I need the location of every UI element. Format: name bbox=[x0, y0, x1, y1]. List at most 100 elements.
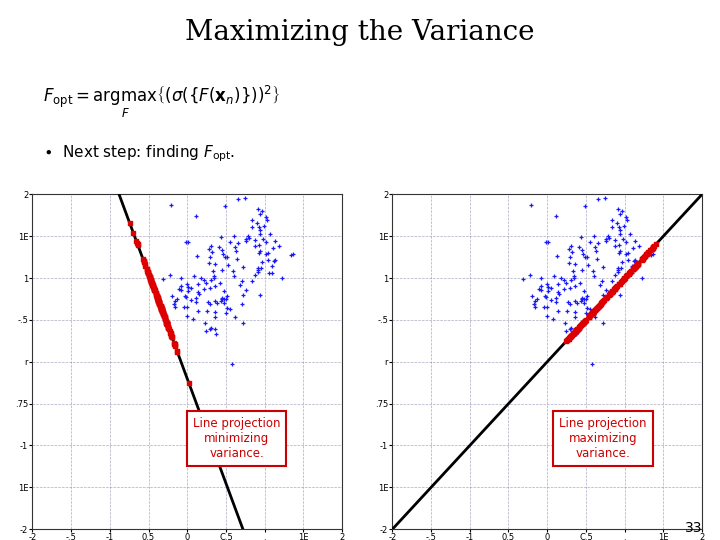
Point bbox=[562, 298, 574, 307]
Point bbox=[181, 293, 192, 302]
Point bbox=[611, 282, 623, 291]
Point bbox=[649, 242, 660, 251]
Point bbox=[237, 291, 248, 299]
Point bbox=[567, 330, 578, 339]
Point bbox=[156, 304, 167, 313]
Point bbox=[618, 221, 630, 230]
Point bbox=[274, 242, 285, 251]
Point bbox=[161, 319, 172, 327]
Point bbox=[217, 266, 228, 274]
Point bbox=[156, 305, 168, 314]
Point bbox=[124, 219, 135, 227]
Point bbox=[588, 271, 600, 280]
Point bbox=[606, 288, 618, 296]
Point bbox=[160, 315, 171, 323]
Point bbox=[143, 271, 155, 279]
Point bbox=[564, 334, 575, 342]
Point bbox=[168, 300, 180, 308]
Point bbox=[541, 311, 553, 320]
Point bbox=[600, 237, 612, 245]
Point bbox=[166, 330, 177, 339]
Point bbox=[579, 253, 590, 261]
Point bbox=[156, 307, 168, 315]
Point bbox=[569, 282, 580, 291]
Point bbox=[159, 314, 171, 322]
Point bbox=[138, 256, 149, 265]
Point bbox=[161, 318, 172, 327]
Point bbox=[587, 267, 598, 276]
Point bbox=[636, 255, 648, 264]
Point bbox=[570, 327, 582, 335]
Point bbox=[232, 195, 243, 204]
Point bbox=[209, 259, 220, 268]
Point bbox=[613, 268, 624, 276]
Point bbox=[219, 253, 230, 261]
Point bbox=[239, 194, 251, 202]
Point bbox=[204, 325, 215, 334]
Point bbox=[599, 194, 611, 202]
Point bbox=[541, 293, 552, 302]
Point bbox=[187, 314, 199, 323]
Point bbox=[144, 273, 156, 282]
Point bbox=[153, 299, 165, 308]
Point bbox=[147, 280, 158, 288]
Point bbox=[258, 221, 270, 230]
Point bbox=[618, 274, 630, 283]
Point bbox=[624, 268, 636, 276]
Point bbox=[577, 318, 589, 327]
Point bbox=[592, 239, 603, 247]
Point bbox=[142, 267, 153, 276]
Point bbox=[220, 202, 231, 211]
Point bbox=[613, 280, 625, 288]
Point bbox=[255, 247, 266, 255]
Point bbox=[237, 182, 248, 191]
Point bbox=[610, 235, 621, 244]
Point bbox=[645, 251, 657, 259]
Point bbox=[217, 250, 228, 259]
Point bbox=[568, 272, 580, 280]
Point bbox=[181, 283, 193, 292]
Point bbox=[155, 303, 166, 312]
Point bbox=[168, 339, 180, 348]
Point bbox=[622, 255, 634, 264]
Point bbox=[175, 273, 186, 282]
Point bbox=[237, 300, 248, 308]
Point bbox=[632, 259, 644, 268]
Point bbox=[613, 280, 625, 288]
Point bbox=[157, 308, 168, 317]
Point bbox=[624, 269, 635, 278]
Point bbox=[579, 317, 590, 326]
Point bbox=[252, 265, 264, 274]
Point bbox=[156, 306, 168, 314]
Point bbox=[533, 285, 544, 294]
Point bbox=[165, 329, 176, 338]
Point bbox=[609, 285, 621, 293]
Point bbox=[175, 286, 186, 295]
Point bbox=[615, 247, 626, 255]
Point bbox=[569, 307, 580, 316]
Point bbox=[151, 293, 163, 302]
Point bbox=[593, 302, 604, 311]
Point bbox=[598, 262, 609, 271]
Point bbox=[552, 279, 564, 288]
Point bbox=[171, 294, 183, 303]
Point bbox=[629, 262, 641, 271]
Point bbox=[194, 289, 205, 298]
Point bbox=[576, 320, 588, 329]
Point bbox=[225, 238, 236, 247]
Point bbox=[257, 234, 269, 243]
Point bbox=[220, 294, 232, 303]
Point bbox=[156, 307, 168, 315]
Point bbox=[643, 248, 654, 256]
Point bbox=[628, 244, 639, 253]
Point bbox=[150, 291, 162, 300]
Point bbox=[198, 285, 210, 293]
Point bbox=[148, 283, 159, 292]
Point bbox=[564, 299, 576, 308]
Point bbox=[165, 328, 176, 337]
Point bbox=[597, 298, 608, 307]
Point bbox=[610, 284, 621, 292]
Point bbox=[643, 248, 654, 256]
Point bbox=[157, 308, 168, 316]
Point bbox=[216, 294, 228, 302]
